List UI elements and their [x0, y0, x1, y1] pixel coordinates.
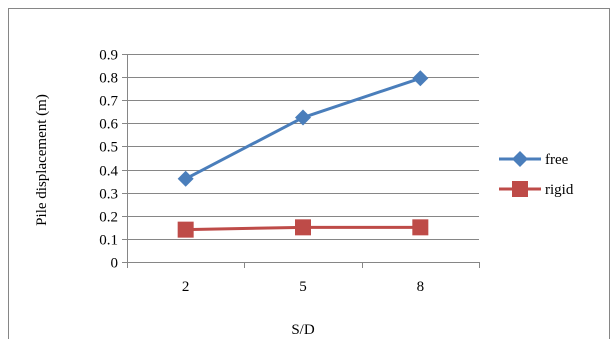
y-tick-labels: 0 0.1 0.2 0.3 0.4 0.5 0.6 0.7 0.8 0.9	[99, 48, 118, 272]
x-tick-label: 2	[182, 279, 190, 295]
x-tick-label: 8	[417, 279, 425, 295]
legend-label-rigid: rigid	[545, 182, 574, 198]
legend-item-rigid: rigid	[499, 181, 574, 198]
series	[177, 70, 429, 238]
chart-border	[8, 8, 610, 344]
x-tick-labels: 2 5 8	[182, 279, 424, 295]
y-tick-label: 0.2	[99, 210, 118, 226]
legend-marker-rigid	[512, 181, 528, 197]
data-point-rigid	[412, 219, 429, 236]
data-point-free	[177, 170, 194, 187]
y-tick-label: 0.8	[99, 71, 118, 87]
y-tick-label: 0	[111, 256, 119, 272]
y-tick-label: 0.7	[99, 94, 118, 110]
series-line-free	[184, 76, 421, 181]
data-point-free	[295, 109, 311, 126]
legend: free rigid	[499, 151, 574, 198]
data-point-rigid	[177, 221, 194, 238]
data-point-rigid	[295, 219, 311, 236]
y-axis-title: Pile displacement (m)	[34, 94, 50, 226]
series-free	[177, 70, 429, 187]
y-tick-label: 0.6	[99, 117, 118, 133]
x-axis-title: S/D	[291, 322, 315, 338]
legend-label-free: free	[545, 152, 569, 168]
y-tick-label: 0.9	[99, 48, 118, 64]
series-rigid	[177, 219, 429, 238]
y-tick-label: 0.3	[99, 187, 118, 203]
legend-marker-free	[512, 151, 528, 167]
y-tick-label: 0.1	[99, 233, 118, 249]
axes	[122, 54, 480, 268]
y-tick-label: 0.4	[99, 164, 118, 180]
data-point-free	[412, 70, 429, 87]
y-tick-label: 0.5	[99, 140, 118, 156]
grid-lines	[127, 54, 479, 240]
legend-item-free: free	[499, 151, 569, 168]
x-tick-label: 5	[299, 279, 307, 295]
